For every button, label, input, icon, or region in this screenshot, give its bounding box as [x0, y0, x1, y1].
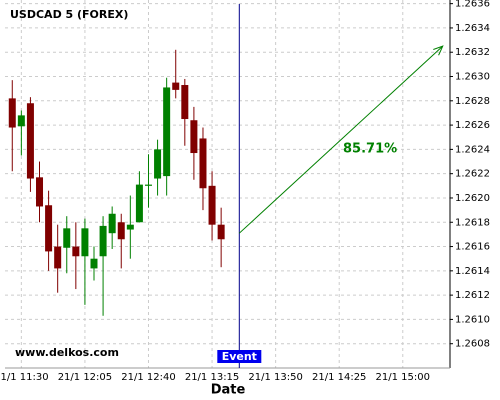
x-tick-label: 21/1 15:00 [376, 372, 430, 383]
chart-title: USDCAD 5 (FOREX) [10, 8, 128, 21]
y-tick-label: 1.2630 [455, 72, 490, 83]
y-tick-label: 1.2636 [455, 0, 490, 10]
candle-body [144, 184, 152, 186]
candle-body [81, 228, 89, 257]
event-label: Event [222, 350, 257, 363]
candle-body [172, 82, 180, 90]
x-tick-label: 21/1 13:15 [185, 372, 239, 383]
candle-body [108, 213, 116, 234]
trend-arrow [238, 45, 444, 234]
y-tick-label: 1.2610 [455, 314, 490, 325]
candle-body [199, 138, 207, 189]
y-tick-label: 1.2624 [455, 144, 490, 155]
x-tick-label: 21/1 13:50 [248, 372, 302, 383]
candle-body [63, 228, 71, 248]
arrow-head [433, 45, 444, 56]
y-tick-label: 1.2626 [455, 120, 490, 131]
candle-body [54, 246, 62, 269]
watermark: www.delkos.com [15, 346, 119, 359]
candle-body [8, 98, 16, 128]
candle-body [117, 222, 125, 240]
candle-body [208, 185, 216, 225]
x-tick-label: 21/1 12:40 [121, 372, 175, 383]
y-tick-label: 1.2608 [455, 339, 490, 350]
event-box [217, 350, 262, 363]
candle-body [45, 205, 53, 252]
candle-body [36, 177, 44, 207]
trend-label: 85.71% [343, 142, 397, 157]
candle-body [17, 115, 25, 127]
x-tick-label: 21/1 14:25 [312, 372, 366, 383]
candle-body [99, 225, 107, 257]
y-tick-label: 1.2632 [455, 47, 490, 58]
x-axis-label: Date [211, 383, 246, 398]
candle-body [163, 87, 171, 177]
candle-body [90, 258, 98, 269]
y-tick-label: 1.2620 [455, 193, 490, 204]
candle-body [26, 103, 34, 179]
candle-body [190, 120, 198, 154]
y-tick-label: 1.2616 [455, 242, 490, 253]
y-tick-label: 1.2628 [455, 96, 490, 107]
candle-body [126, 224, 134, 230]
candle-body [72, 246, 80, 257]
x-tick-label: 21/1 11:30 [0, 372, 49, 383]
y-tick-label: 1.2612 [455, 290, 490, 301]
candle-body [154, 149, 162, 179]
y-tick-label: 1.2622 [455, 169, 490, 180]
candle-body [135, 184, 143, 223]
candle-body [181, 85, 189, 120]
y-tick-label: 1.2618 [455, 217, 490, 228]
y-tick-label: 1.2614 [455, 266, 490, 277]
candle-body [217, 224, 225, 240]
y-tick-label: 1.2634 [455, 23, 490, 34]
x-tick-label: 21/1 12:05 [58, 372, 112, 383]
